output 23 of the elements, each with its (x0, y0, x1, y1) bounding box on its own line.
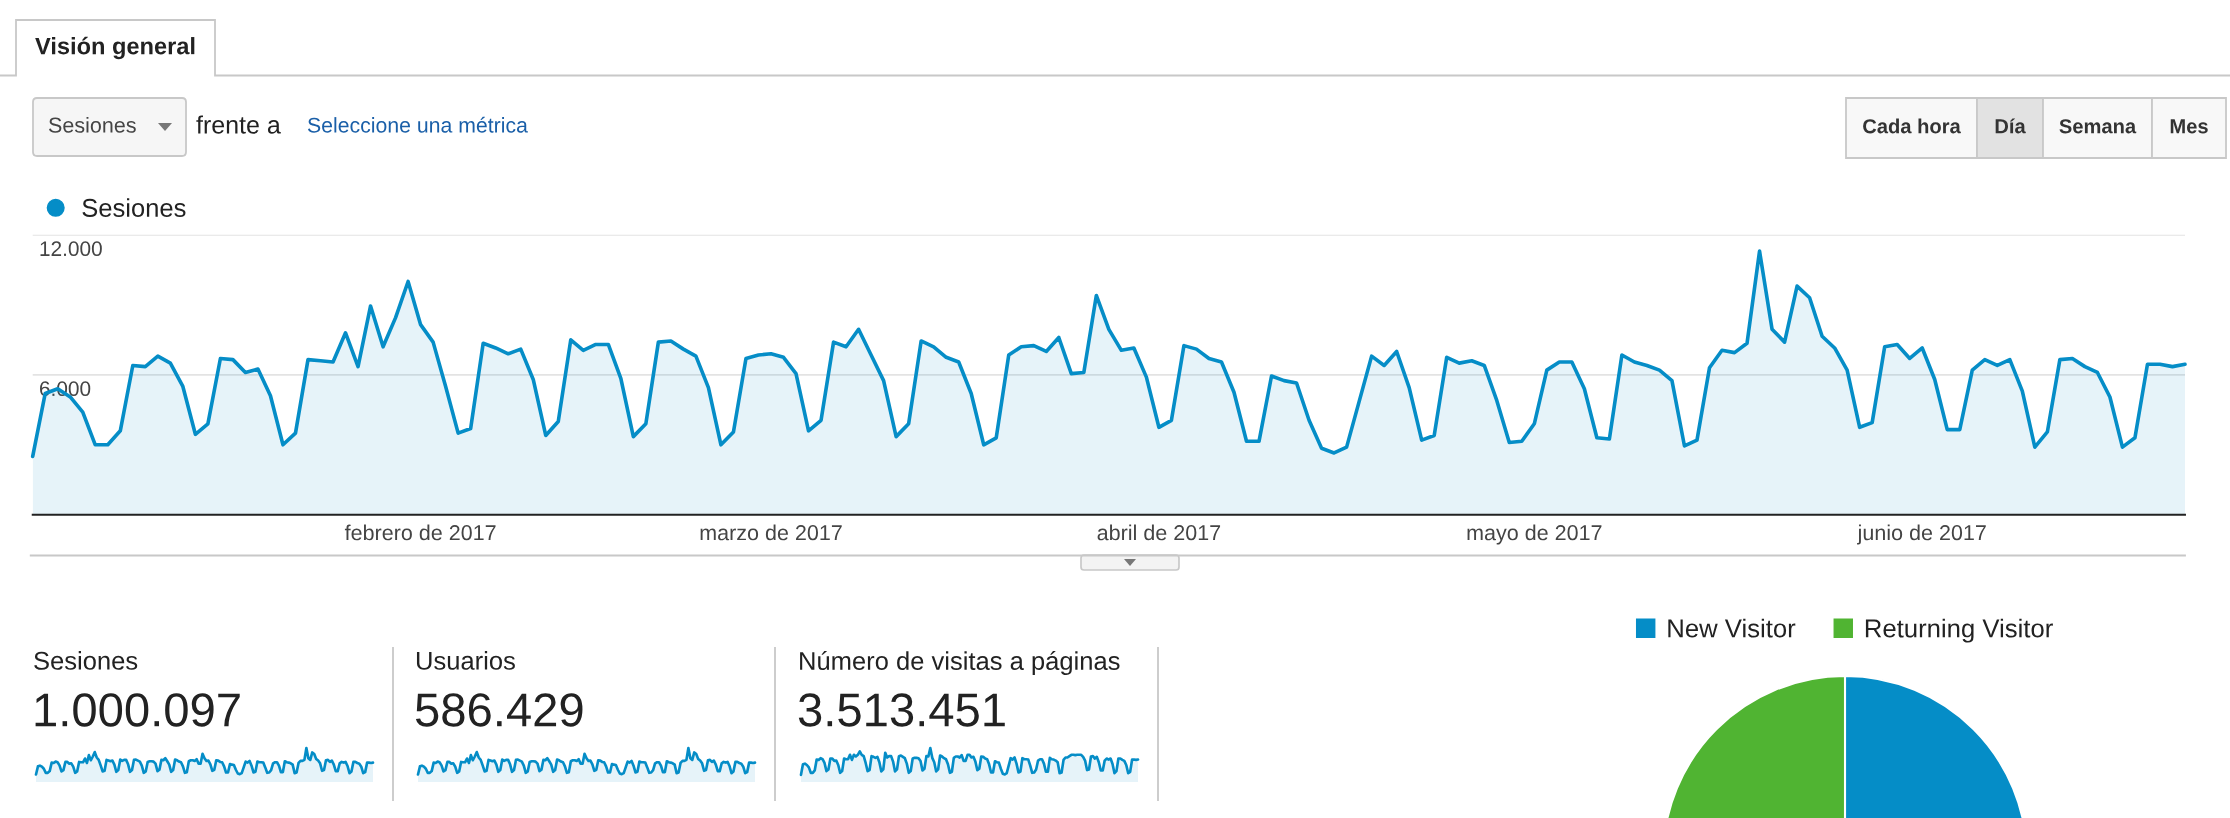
text: Seleccione una métrica (307, 116, 528, 133)
y-tick-label: 12.000 (40, 241, 102, 257)
chart-subtitle: 3.513.451 (798, 693, 1005, 727)
x-tick-label: marzo de 2017 (700, 524, 842, 541)
chart-subtitle: 1.000.097 (35, 693, 240, 727)
chart-title: Número de visitas a páginas (800, 650, 1120, 676)
text: Sesiones (48, 116, 136, 133)
text: Visión general (35, 36, 195, 60)
chart-subtitle: 586.429 (415, 693, 583, 727)
text: Mes (2170, 119, 2208, 134)
chart-title: Usuarios (416, 651, 515, 670)
x-tick-label: mayo de 2017 (1467, 524, 1602, 545)
text: frente a (196, 115, 281, 134)
text: Semana (2059, 119, 2137, 134)
x-tick-label: febrero de 2017 (344, 524, 496, 541)
x-tick-label: abril de 2017 (1097, 524, 1221, 541)
legend-label: Returning Visitor (1865, 618, 2053, 643)
chart-title: Sesiones (34, 651, 138, 670)
text: Día (1995, 118, 2026, 134)
legend-label: Sesiones (82, 198, 186, 217)
legend-label: New Visitor (1668, 618, 1796, 638)
x-tick-label: junio de 2017 (1857, 524, 1986, 545)
text: Cada hora (1863, 118, 1961, 134)
